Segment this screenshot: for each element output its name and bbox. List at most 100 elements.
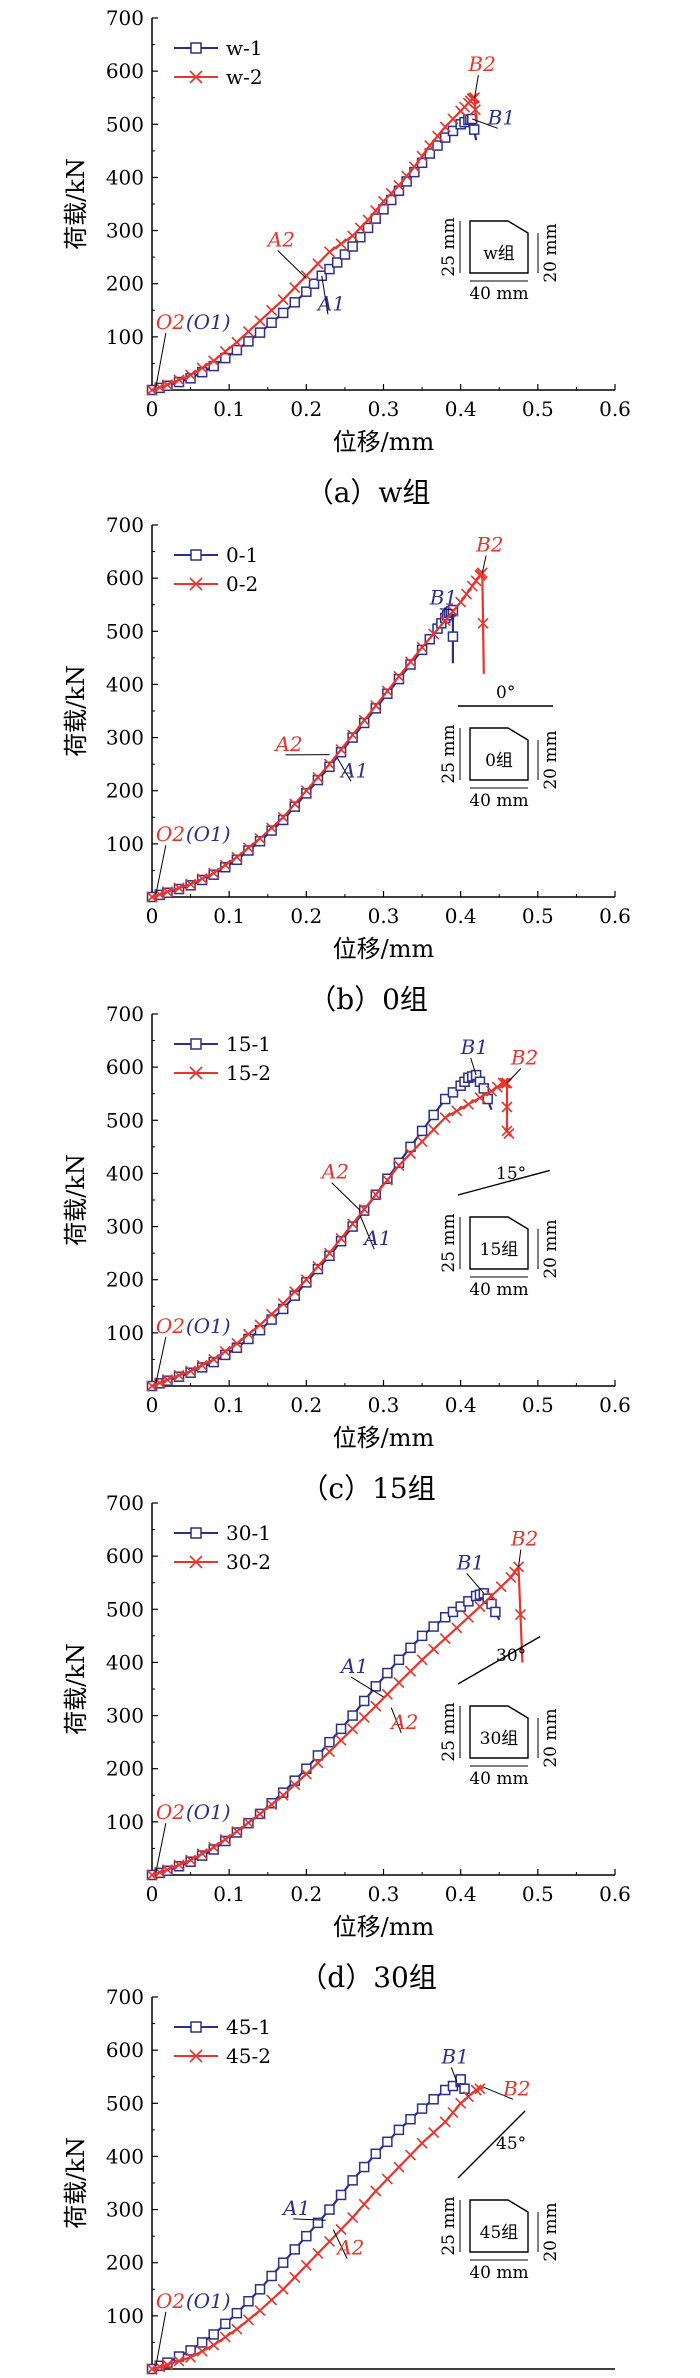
legend-marker [189,70,203,84]
data-point [312,1757,324,1769]
angle-line [457,1169,550,1196]
legend-marker [189,1555,203,1569]
annotation-A1: A1 [359,1215,391,1250]
data-point [254,315,266,327]
data-point [173,882,185,894]
y-tick-label: 400 [106,1161,144,1185]
data-point [495,1581,507,1593]
x-tick-label: 0.1 [213,904,245,928]
data-point [219,1345,231,1358]
data-point [196,1848,208,1860]
data-point [404,1665,417,1677]
data-point [408,161,420,173]
annotation-A2: A2 [389,1707,418,1734]
y-tick-label: 500 [106,112,144,136]
dim-bottom-label: 40 mm [469,284,528,304]
annotation-A1: A1 [316,275,345,315]
y-axis-label: 荷载/kN [62,1643,90,1735]
annotation-label: B1 [440,2044,468,2068]
annotation-label-secondary: (O1) [186,1314,231,1338]
data-point [347,1710,358,1721]
chart-caption: （c）15组 [300,1472,435,1505]
data-point [358,717,370,729]
data-point [301,2230,312,2242]
data-point [478,1083,490,1094]
series-line [151,1565,524,1877]
legend-label: 30-2 [226,1550,271,1574]
y-tick-label: 300 [106,1215,144,1239]
annotation-label-secondary: (O1) [186,1800,231,1824]
legend-marker [189,577,203,591]
data-point [439,1612,451,1623]
data-point [243,2295,254,2307]
dim-bottom-label: 40 mm [469,2263,528,2283]
data-point [362,214,374,226]
annotation-O2: O2 (O1) [155,1800,231,1873]
data-point [358,2161,370,2173]
annotation-label: A1 [281,2196,310,2220]
annotation-leader [331,1182,361,1211]
data-point [335,1723,347,1735]
legend-marker [190,1038,202,1050]
specimen-label: 15组 [480,1240,519,1260]
dim-left-label: 25 mm [439,1702,459,1761]
data-point [335,743,347,756]
data-point [347,1221,358,1232]
angle-label: 30° [496,1646,526,1666]
data-point [324,761,335,773]
data-point [370,1189,382,1201]
series-line [151,2086,485,2371]
x-tick-label: 0.2 [290,1882,322,1906]
data-point [393,673,405,685]
x-tick-label: 0.4 [445,1393,477,1417]
data-point [173,1369,185,1381]
y-tick-label: 300 [106,1704,144,1728]
data-point [455,1601,466,1612]
annotation-label: A2 [273,732,302,756]
y-tick-label: 400 [106,1650,144,1674]
annotation-B1: B1 [472,105,515,129]
y-tick-label: 200 [106,272,144,296]
data-point [347,2211,359,2224]
data-point [370,703,382,714]
data-point [277,1298,289,1310]
data-point [370,1700,382,1712]
annotation-B2: B2 [475,533,504,573]
y-tick-label: 200 [106,779,144,803]
data-point [242,842,255,854]
data-point [405,659,416,670]
data-point [469,104,481,116]
data-point [355,231,366,243]
legend-marker [189,2049,203,2063]
data-point [173,1859,185,1871]
specimen-inset: 0组 25 mm 20 mm 40 mm 0° [439,683,561,811]
dim-bottom-label: 40 mm [469,1280,528,1300]
data-point [416,1135,428,1148]
x-tick-label: 0.3 [368,397,400,421]
data-point [219,1833,231,1845]
legend-label: 30-1 [226,1521,271,1545]
data-point [339,249,351,260]
data-point [428,2126,440,2139]
data-point [439,1093,451,1105]
y-tick-label: 600 [106,566,144,590]
data-point [161,379,173,391]
data-point [370,205,382,217]
specimen-outline [469,220,529,274]
data-point [196,2337,208,2348]
data-point [208,2339,220,2351]
specimen-outline [469,727,529,781]
angle-label: 15° [496,1164,526,1184]
data-point [476,567,488,579]
specimen-label: w组 [483,244,515,264]
data-point [208,1841,220,1853]
legend: 45-1 45-2 [174,2015,271,2068]
y-axis-label: 荷载/kN [62,1154,90,1246]
annotation-label: B2 [475,533,503,557]
annotation-leader [155,2311,167,2367]
data-point [347,1218,359,1230]
annotation-B1: B1 [429,586,457,611]
x-tick-label: 0.6 [599,1882,631,1906]
specimen-inset: w组 25 mm 20 mm 40 mm [439,217,561,304]
data-point [312,774,324,786]
